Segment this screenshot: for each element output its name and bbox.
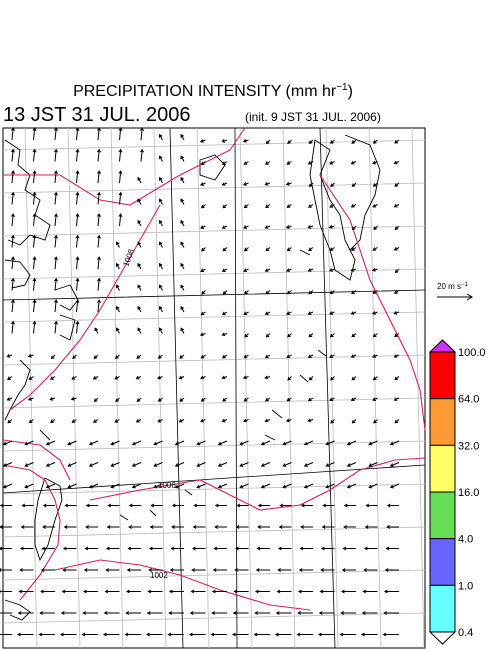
grid-lines — [2, 127, 426, 649]
scale-superscript: −1 — [461, 282, 469, 288]
colorbar-box — [429, 351, 456, 400]
isobar-label: 1006 — [158, 481, 176, 490]
wind-arrows — [0, 127, 400, 637]
init-time: (init. 9 JST 31 JUL. 2006) — [245, 110, 381, 124]
colorbar: 100.0 64.0 32.0 16.0 4.0 1.0 0.4 — [428, 339, 486, 645]
colorbar-box — [429, 538, 456, 586]
colorbar-under — [428, 631, 457, 645]
map: 1008 1006 1002 — [0, 127, 426, 649]
colorbar-label: 16.0 — [458, 487, 479, 499]
colorbar-over — [428, 339, 457, 353]
lat-lon-grid — [2, 127, 426, 649]
valid-time: 13 JST 31 JUL. 2006 — [3, 104, 191, 126]
colorbar-label: 100.0 — [458, 347, 486, 359]
colorbar-box — [429, 491, 456, 540]
colorbar-box — [429, 398, 456, 446]
colorbar-label: 1.0 — [458, 580, 473, 592]
title-superscript: −1 — [336, 82, 348, 93]
scale-arrow — [437, 293, 473, 301]
colorbar-label: 0.4 — [458, 627, 473, 639]
wind-vectors — [0, 127, 400, 637]
title-text: PRECIPITATION INTENSITY (mm hr — [73, 83, 337, 100]
title-end: ) — [348, 83, 353, 100]
colorbar-label: 64.0 — [458, 394, 479, 406]
graticule — [2, 127, 426, 649]
colorbar-label: 32.0 — [458, 440, 479, 452]
title: PRECIPITATION INTENSITY (mm hr−1) — [73, 82, 353, 100]
colorbar-box — [429, 444, 456, 493]
colorbar-box — [429, 584, 456, 633]
colorbar-label: 4.0 — [458, 534, 473, 546]
map-frame — [2, 127, 426, 649]
scale-label: 20 m s−1 — [437, 282, 469, 291]
scale-text: 20 m s — [437, 282, 461, 291]
isobar-label: 1002 — [150, 571, 168, 580]
isobars — [2, 127, 426, 611]
